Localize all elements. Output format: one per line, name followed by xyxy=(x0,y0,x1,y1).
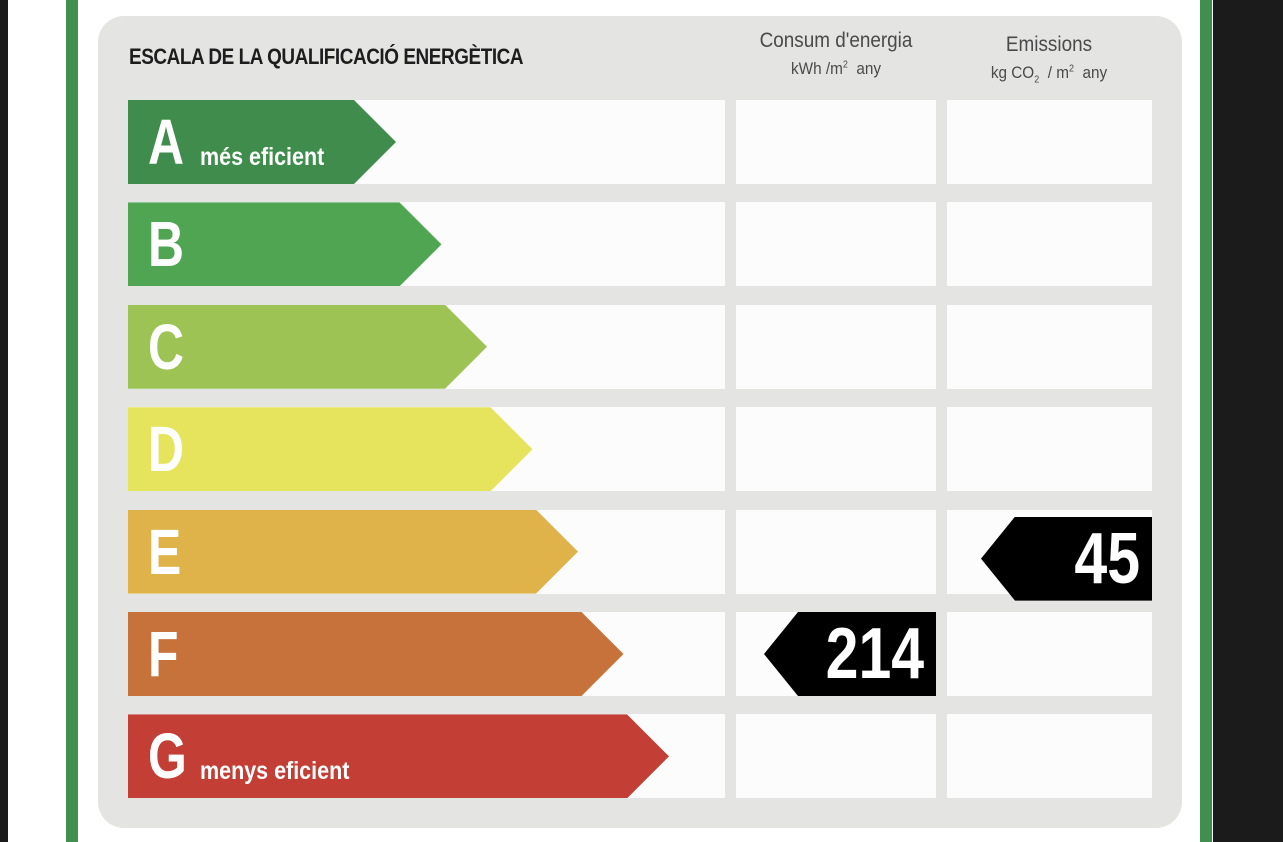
rating-row-e: E 45 xyxy=(128,509,1152,601)
rating-label-cell: C xyxy=(128,304,725,389)
consum-value-indicator: 214 xyxy=(764,612,936,696)
rating-row-f: F 214 xyxy=(128,612,1152,696)
rating-arrow-b: B xyxy=(128,202,442,286)
consum-cell xyxy=(736,100,936,184)
emissions-cell xyxy=(947,304,1152,389)
rating-letter: C xyxy=(148,310,185,383)
rating-arrow-d: D xyxy=(128,407,533,491)
rating-letter: E xyxy=(148,515,182,588)
rating-label-cell: E xyxy=(128,509,725,594)
consum-column-unit: kWh /m2 any xyxy=(790,59,882,78)
emissions-cell: 45 xyxy=(947,509,1152,601)
emissions-value-indicator: 45 xyxy=(981,516,1152,601)
rating-letter: F xyxy=(148,618,179,690)
left-green-rule xyxy=(66,0,78,842)
scale-title: ESCALA DE LA QUALIFICACIÓ ENERGÈTICA xyxy=(129,44,524,69)
right-green-rule xyxy=(1200,0,1212,842)
emissions-column-unit: kg CO2 / m2 any xyxy=(990,63,1108,86)
emissions-value: 45 xyxy=(1074,518,1140,599)
rating-arrow-e: E xyxy=(128,510,578,594)
rating-letter: D xyxy=(148,413,185,486)
rating-row-d: D xyxy=(128,407,1152,492)
rating-arrow-c: C xyxy=(128,305,487,389)
rating-label-cell: F xyxy=(128,612,725,696)
rating-arrow-f: F xyxy=(128,612,624,696)
consum-column-header: Consum d'energia kWh /m2 any xyxy=(736,30,936,77)
right-frame-border xyxy=(1213,0,1283,842)
consum-cell xyxy=(736,202,936,287)
emissions-column-title: Emissions xyxy=(1005,33,1093,56)
consum-value: 214 xyxy=(825,614,924,694)
consum-cell xyxy=(736,304,936,389)
emissions-cell xyxy=(947,202,1152,287)
rating-letter: B xyxy=(148,208,185,281)
consum-cell xyxy=(736,714,936,799)
emissions-cell xyxy=(947,714,1152,799)
emissions-cell xyxy=(947,612,1152,696)
consum-cell xyxy=(736,509,936,594)
emissions-cell xyxy=(947,407,1152,492)
rating-row-c: C xyxy=(128,304,1152,389)
consum-column-title: Consum d'energia xyxy=(759,29,913,52)
left-frame-border xyxy=(0,0,8,842)
consum-cell: 214 xyxy=(736,612,936,696)
consum-cell xyxy=(736,407,936,492)
emissions-column-header: Emissions kg CO2 / m2 any xyxy=(946,34,1152,85)
emissions-cell xyxy=(947,100,1152,184)
rating-letter: A xyxy=(148,106,185,178)
rating-efficiency-label: més eficient xyxy=(200,143,325,171)
rating-label-cell: D xyxy=(128,407,725,492)
rating-label-cell: B xyxy=(128,202,725,287)
rating-row-b: B xyxy=(128,202,1152,287)
rating-efficiency-label: menys eficient xyxy=(200,757,350,786)
rating-letter: G xyxy=(148,720,187,793)
